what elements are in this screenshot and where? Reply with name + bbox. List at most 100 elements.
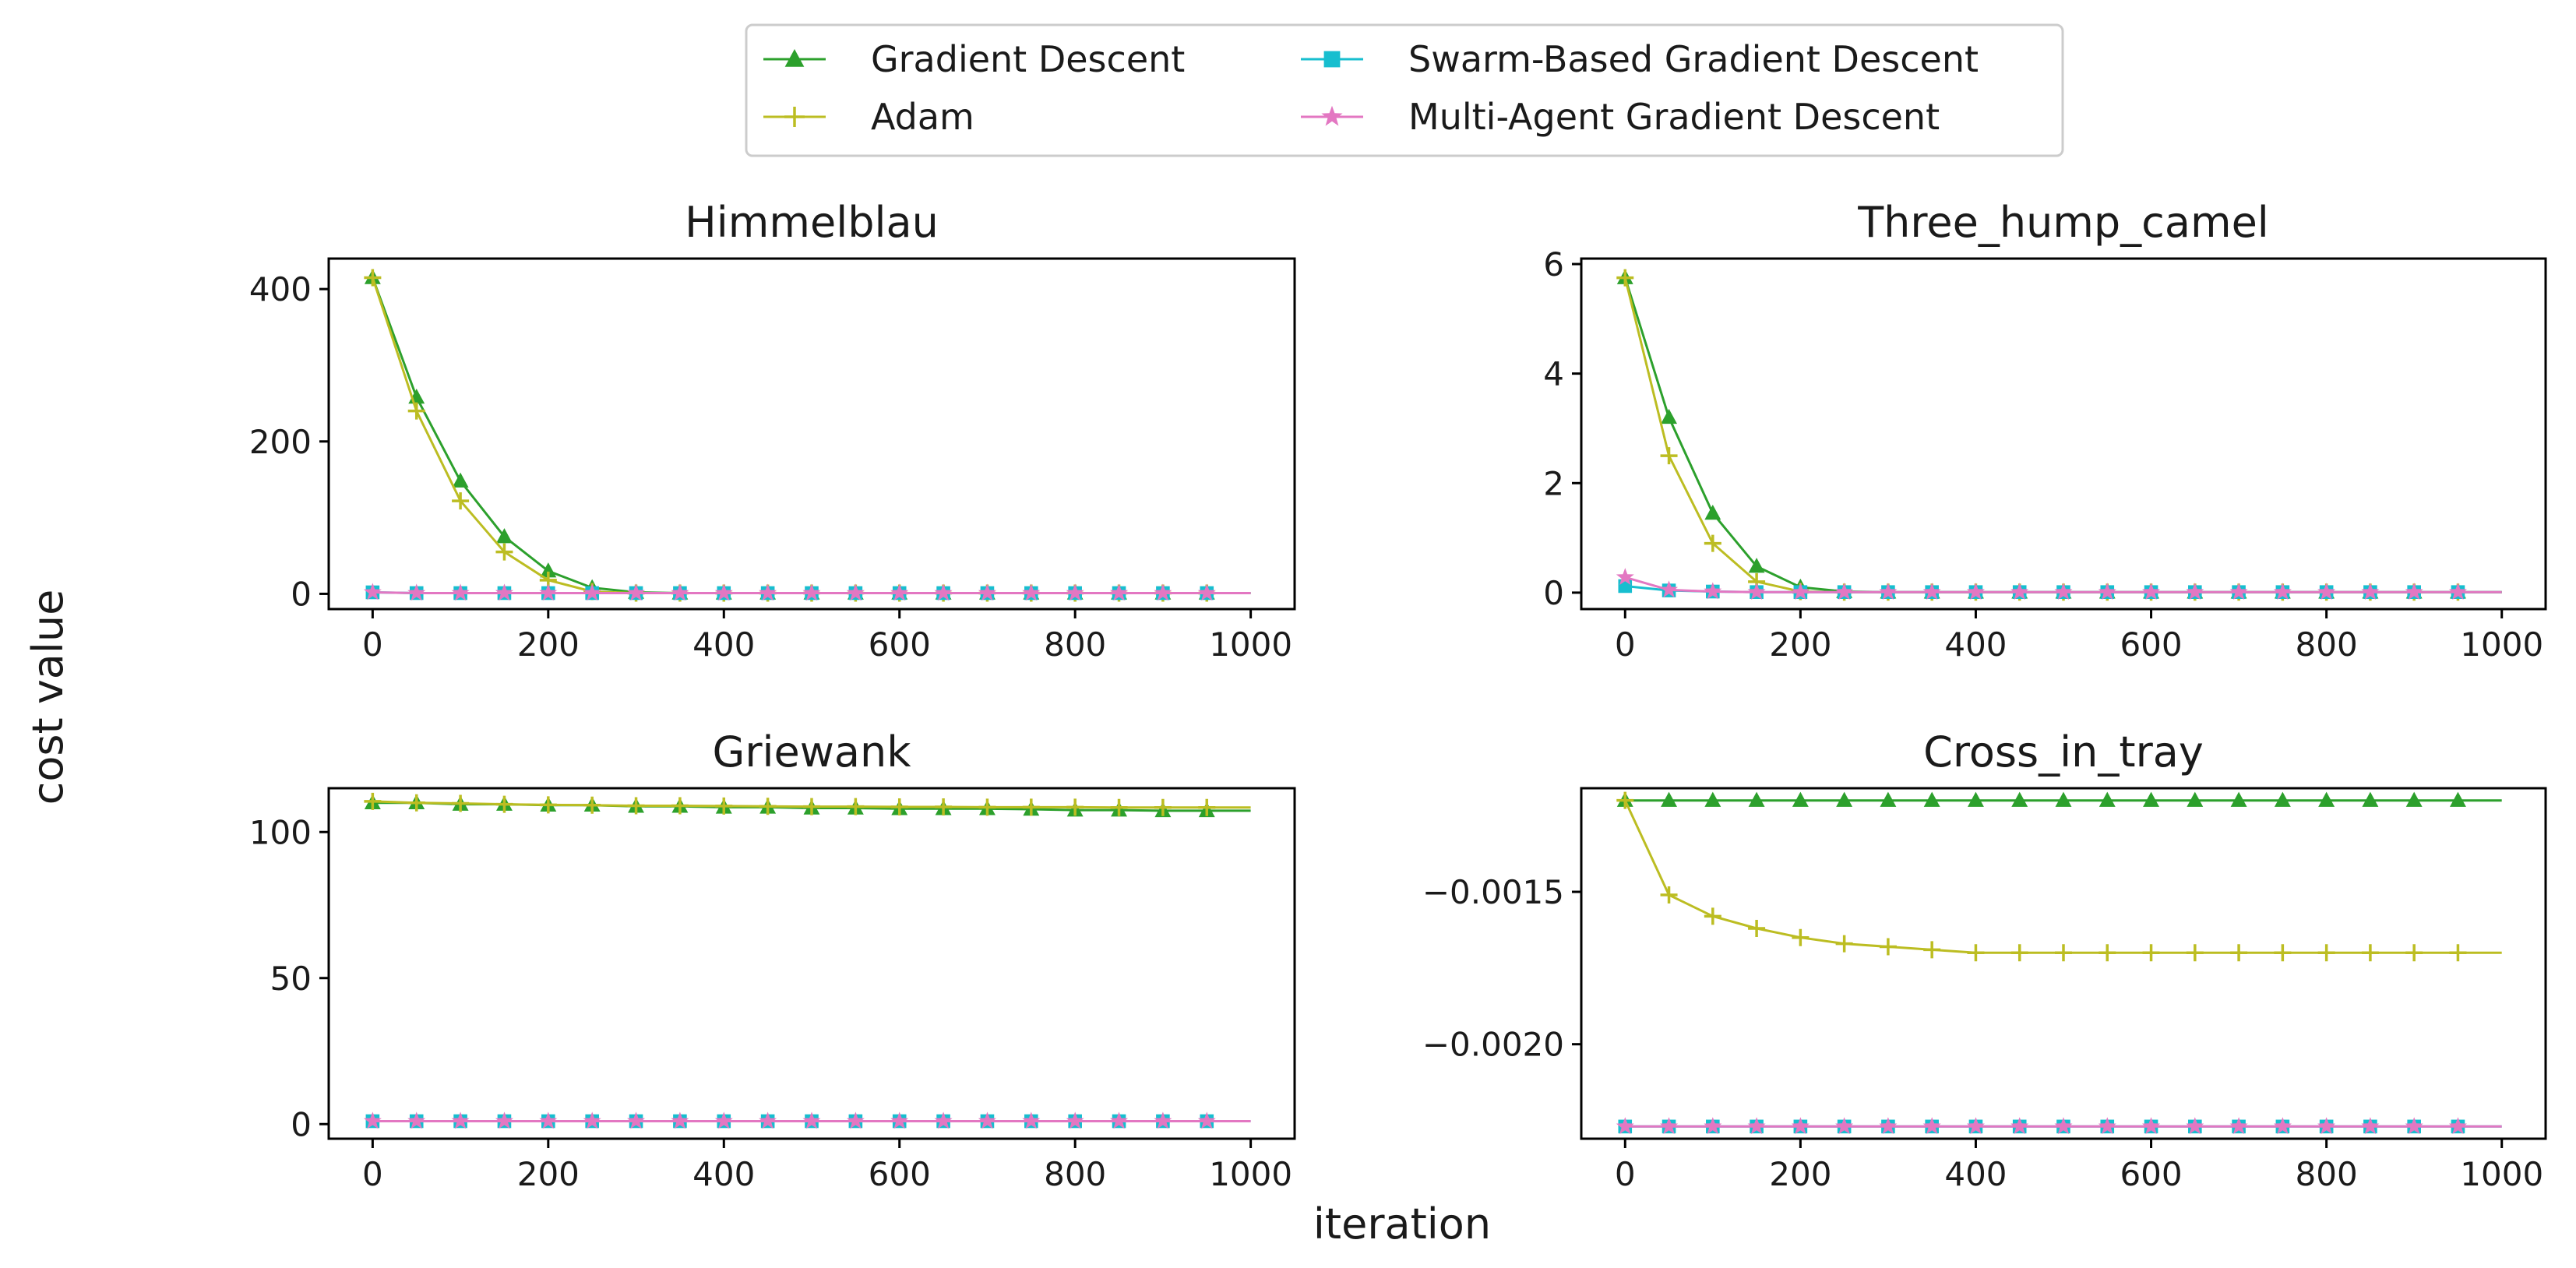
data-point (1748, 791, 1765, 807)
data-point (2186, 944, 2204, 962)
data-point (1660, 886, 1678, 903)
data-point (1618, 579, 1633, 593)
data-point (890, 798, 908, 815)
data-point (1922, 1117, 1941, 1135)
data-point (1661, 408, 1677, 424)
x-tick-label: 1000 (1209, 1155, 1292, 1193)
data-point (1066, 1111, 1084, 1129)
x-tick-label: 400 (1944, 625, 2007, 664)
data-point (846, 1111, 865, 1129)
series-adam (364, 792, 1251, 816)
data-point (451, 583, 470, 601)
x-tick-label: 200 (517, 625, 580, 664)
x-tick-label: 200 (517, 1155, 580, 1193)
x-tick-label: 600 (2120, 1155, 2182, 1193)
data-point (935, 798, 953, 815)
axes-frame (327, 257, 1296, 611)
y-tick-label: −0.0015 (1422, 873, 1564, 911)
x-tick-label: 400 (692, 625, 755, 664)
data-point (1616, 791, 1634, 809)
data-point (1747, 583, 1766, 600)
data-point (714, 1111, 733, 1129)
data-point (1660, 580, 1679, 598)
data-point (1197, 1111, 1216, 1129)
series-multi-agent-gradient-descent (363, 1111, 1251, 1129)
data-point (714, 583, 733, 601)
legend-label: Multi-Agent Gradient Descent (1408, 96, 1940, 138)
data-point (2317, 583, 2336, 600)
x-tick-label: 1000 (1209, 625, 1292, 664)
y-tick-label: 400 (249, 270, 312, 308)
data-point (1879, 583, 1898, 600)
x-tick-label: 600 (869, 625, 931, 664)
data-point (1110, 583, 1129, 601)
data-point (2186, 583, 2204, 600)
data-point (407, 794, 425, 812)
data-point (1154, 1111, 1172, 1129)
data-point (2055, 791, 2072, 807)
data-point (1022, 1111, 1041, 1129)
x-tick-label: 800 (2296, 1155, 2358, 1193)
data-point (452, 492, 470, 510)
legend-marker-star (1321, 105, 1343, 126)
data-point (1022, 583, 1041, 601)
data-point (495, 583, 513, 601)
x-tick-label: 200 (1769, 625, 1831, 664)
legend-label: Swarm-Based Gradient Descent (1408, 38, 1979, 80)
data-point (496, 528, 513, 544)
legend-marker-plus (784, 107, 805, 127)
x-axis-label: iteration (1313, 1199, 1491, 1249)
y-tick-label: 2 (1543, 464, 1564, 502)
y-tick-label: 4 (1543, 355, 1564, 393)
data-point (759, 798, 777, 815)
legend-marker-triangle (784, 49, 805, 67)
subplot-griewank: Griewank 0 200 400 600 800 1000 0 50 100 (249, 727, 1296, 1193)
legend-marker-square (1323, 51, 1341, 68)
data-point (583, 796, 601, 814)
data-point (363, 1111, 382, 1129)
data-point (2186, 1117, 2204, 1135)
series-multi-agent-gradient-descent (1616, 568, 2502, 600)
x-tick-label: 800 (2296, 625, 2358, 664)
data-point (1747, 1117, 1766, 1135)
data-point (2317, 1117, 2336, 1135)
data-point (2010, 944, 2028, 962)
subplot-three-hump-camel: Three_hump_camel 0 200 400 600 800 1000 0 2 4 6 (1543, 198, 2547, 664)
data-point (1966, 1117, 1985, 1135)
data-point (1704, 791, 1721, 807)
y-tick-label: 0 (291, 1105, 312, 1143)
subplot-cross-in-tray: Cross_in_tray 0 200 400 600 800 1000 −0.0015 −0.… (1422, 727, 2547, 1193)
data-point (2010, 583, 2029, 600)
data-point (2449, 944, 2467, 962)
legend-entry-gradient-descent: Gradient Descent (763, 38, 1185, 80)
data-point (407, 583, 426, 601)
series-multi-agent-gradient-descent (363, 583, 1251, 601)
legend-entries: Gradient Descent Adam Swarm-Based Gradient… (763, 38, 1979, 138)
data-point (2229, 1117, 2248, 1135)
data-point (1792, 928, 1810, 946)
data-point (364, 792, 382, 810)
data-point (1966, 583, 1985, 600)
axes-frame (1580, 787, 2547, 1140)
data-point (1198, 798, 1216, 816)
data-point (1616, 269, 1634, 287)
data-point (1748, 920, 1766, 937)
data-point (978, 798, 996, 816)
data-point (1704, 582, 1722, 600)
data-point (2274, 791, 2291, 807)
legend-label: Gradient Descent (871, 38, 1185, 80)
data-point (2450, 791, 2466, 807)
x-tick-label: 0 (1615, 625, 1636, 664)
data-point (1836, 791, 1853, 807)
data-point (2405, 583, 2423, 600)
data-point (671, 583, 689, 601)
data-point (2273, 583, 2292, 600)
data-point (890, 583, 909, 601)
data-point (583, 1111, 601, 1129)
subplot-title: Himmelblau (685, 198, 939, 247)
data-point (2405, 1117, 2423, 1135)
data-point (2361, 583, 2380, 600)
data-point (2405, 944, 2423, 962)
